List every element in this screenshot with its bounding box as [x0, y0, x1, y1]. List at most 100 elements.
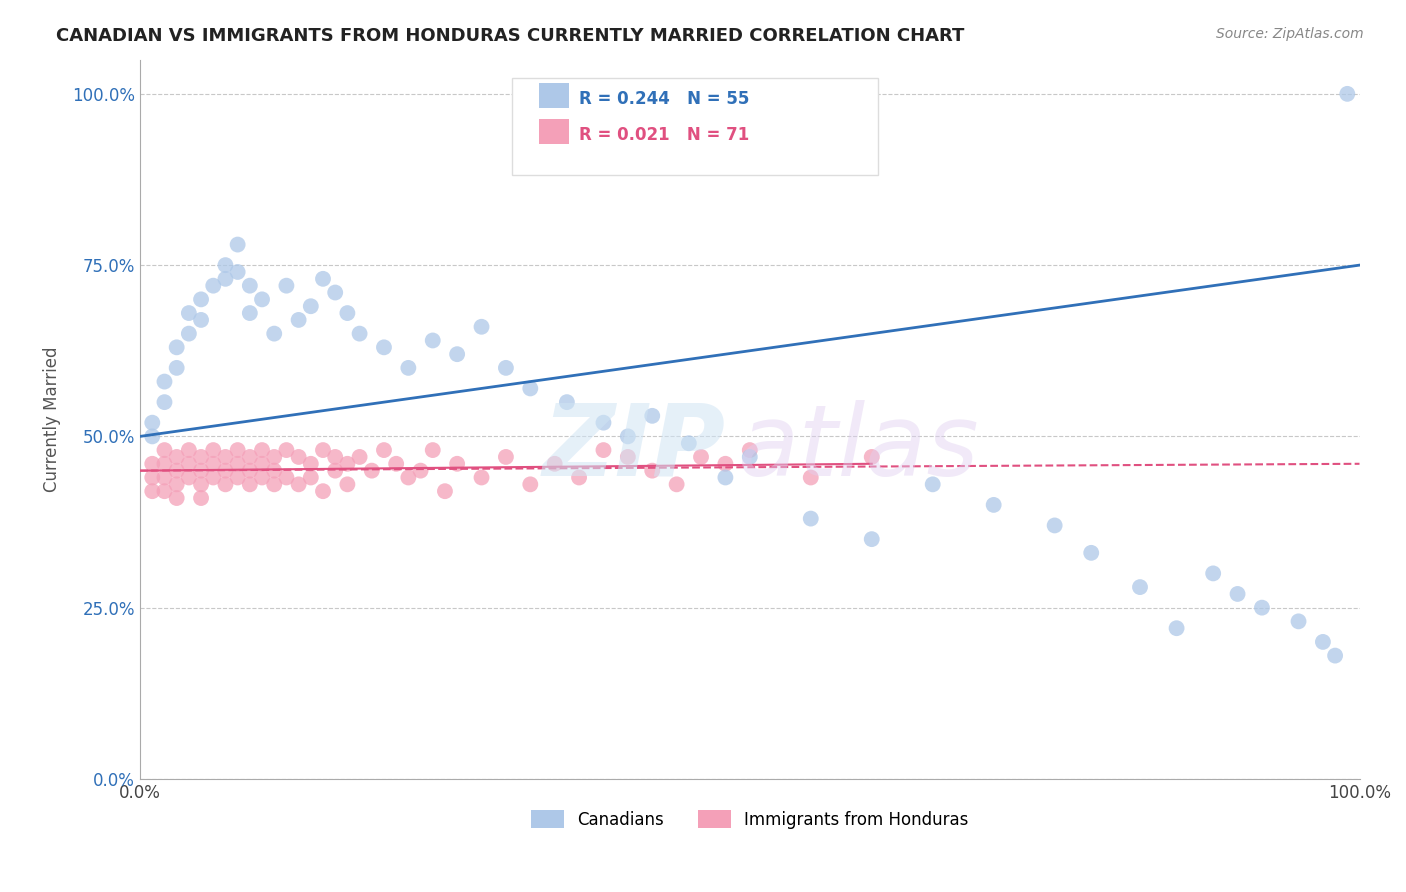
Point — [153, 375, 176, 389]
Point — [153, 470, 176, 484]
Point — [166, 340, 188, 354]
Point — [592, 416, 614, 430]
Point — [166, 360, 188, 375]
Point — [555, 395, 578, 409]
Point — [226, 470, 249, 484]
Point — [239, 477, 262, 491]
Point — [409, 464, 432, 478]
Point — [544, 457, 567, 471]
Point — [860, 450, 883, 464]
Point — [323, 285, 346, 300]
Point — [190, 313, 212, 327]
Point — [263, 450, 285, 464]
Point — [287, 450, 309, 464]
Point — [141, 429, 163, 443]
Point — [1166, 621, 1188, 635]
Point — [336, 306, 359, 320]
Point — [714, 457, 737, 471]
Y-axis label: Currently Married: Currently Married — [44, 346, 60, 492]
Point — [226, 443, 249, 458]
Point — [299, 470, 322, 484]
Point — [202, 443, 225, 458]
Point — [276, 278, 298, 293]
FancyBboxPatch shape — [538, 119, 569, 144]
Point — [299, 457, 322, 471]
Point — [214, 450, 236, 464]
FancyBboxPatch shape — [512, 78, 877, 175]
Point — [166, 477, 188, 491]
Text: CANADIAN VS IMMIGRANTS FROM HONDURAS CURRENTLY MARRIED CORRELATION CHART: CANADIAN VS IMMIGRANTS FROM HONDURAS CUR… — [56, 27, 965, 45]
Point — [287, 477, 309, 491]
Point — [470, 470, 492, 484]
Point — [396, 360, 419, 375]
Point — [800, 511, 823, 525]
Point — [250, 293, 273, 307]
Point — [276, 443, 298, 458]
Point — [446, 347, 468, 361]
Point — [1251, 600, 1274, 615]
Point — [1129, 580, 1152, 594]
Point — [519, 381, 541, 395]
Point — [1080, 546, 1102, 560]
Point — [250, 443, 273, 458]
Point — [202, 470, 225, 484]
Point — [226, 457, 249, 471]
Point — [422, 443, 444, 458]
Point — [153, 457, 176, 471]
Point — [239, 450, 262, 464]
Point — [202, 278, 225, 293]
Point — [214, 272, 236, 286]
Point — [166, 450, 188, 464]
Point — [214, 258, 236, 272]
Point — [665, 477, 688, 491]
Point — [287, 313, 309, 327]
Point — [190, 293, 212, 307]
Point — [166, 464, 188, 478]
Point — [983, 498, 1005, 512]
Point — [226, 265, 249, 279]
Point — [250, 470, 273, 484]
Point — [617, 450, 640, 464]
Point — [177, 470, 200, 484]
Point — [153, 395, 176, 409]
Point — [312, 484, 335, 499]
Text: R = 0.021   N = 71: R = 0.021 N = 71 — [579, 126, 749, 145]
Point — [860, 532, 883, 546]
Point — [141, 457, 163, 471]
Point — [1312, 635, 1334, 649]
Point — [1288, 615, 1310, 629]
FancyBboxPatch shape — [538, 83, 569, 108]
Point — [446, 457, 468, 471]
Point — [226, 237, 249, 252]
Point — [202, 457, 225, 471]
Point — [177, 443, 200, 458]
Point — [336, 457, 359, 471]
Point — [276, 470, 298, 484]
Point — [360, 464, 382, 478]
Point — [617, 429, 640, 443]
Point — [141, 470, 163, 484]
Text: atlas: atlas — [738, 400, 979, 497]
Point — [1324, 648, 1347, 663]
Point — [396, 470, 419, 484]
Point — [312, 443, 335, 458]
Point — [495, 360, 517, 375]
Point — [263, 326, 285, 341]
Point — [592, 443, 614, 458]
Point — [312, 272, 335, 286]
Point — [190, 477, 212, 491]
Point — [141, 484, 163, 499]
Point — [239, 278, 262, 293]
Point — [323, 450, 346, 464]
Point — [690, 450, 713, 464]
Point — [1226, 587, 1249, 601]
Legend: Canadians, Immigrants from Honduras: Canadians, Immigrants from Honduras — [524, 804, 976, 835]
Point — [214, 464, 236, 478]
Point — [495, 450, 517, 464]
Point — [714, 470, 737, 484]
Point — [433, 484, 456, 499]
Point — [177, 326, 200, 341]
Point — [239, 306, 262, 320]
Point — [568, 470, 591, 484]
Point — [349, 450, 371, 464]
